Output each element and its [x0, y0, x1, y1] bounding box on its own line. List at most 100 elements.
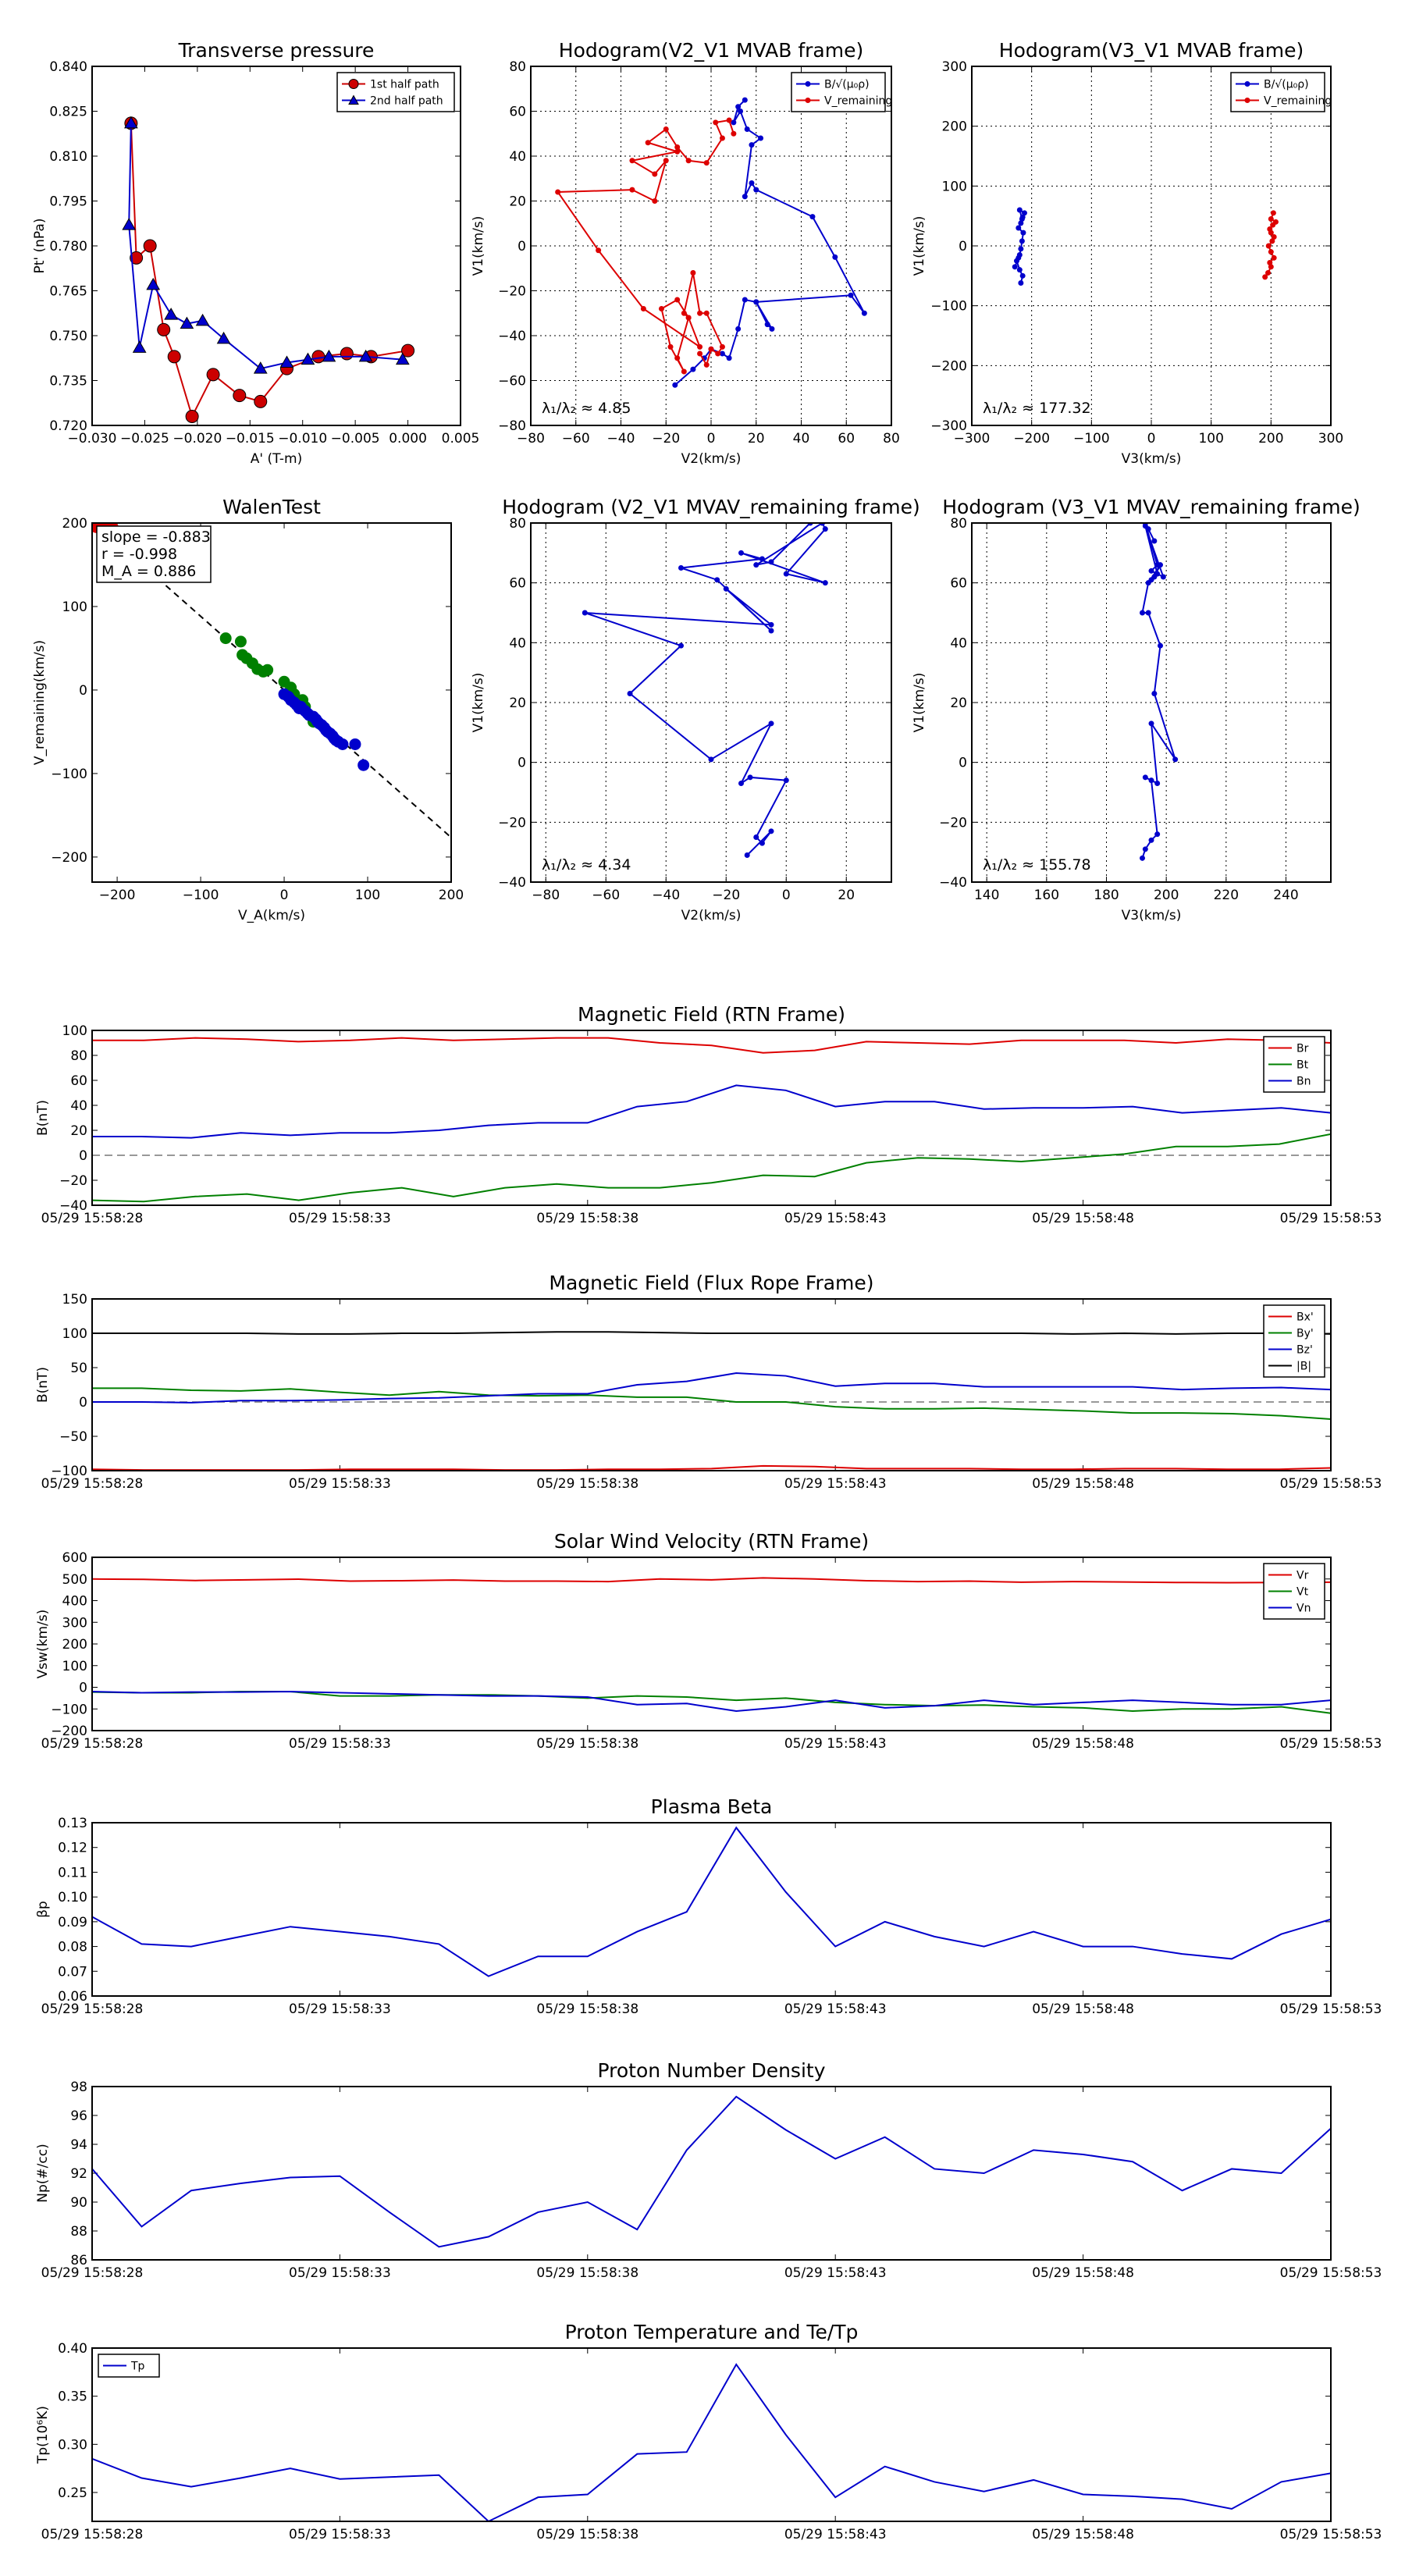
data-point — [764, 322, 770, 328]
y-tick-label: −40 — [939, 875, 967, 891]
data-point — [357, 759, 370, 771]
y-tick-label: 86 — [70, 2253, 87, 2268]
data-point — [759, 840, 765, 846]
x-tick-label: 0 — [280, 888, 289, 903]
data-point — [744, 126, 750, 132]
x-tick-label: 20 — [748, 431, 765, 447]
y-tick-label: 600 — [62, 1550, 87, 1566]
data-point — [685, 158, 692, 164]
x-tick-label: 05/29 15:58:28 — [41, 1736, 144, 1752]
legend-label: V_remaining — [824, 95, 892, 108]
data-point — [726, 355, 732, 361]
series-line-Br — [92, 1037, 1331, 1054]
x-tick-label: −20 — [652, 431, 680, 447]
data-point — [1016, 207, 1023, 213]
data-point — [678, 565, 684, 571]
x-tick-label: 220 — [1214, 888, 1239, 903]
y-tick-label: 60 — [950, 576, 967, 592]
data-point — [206, 368, 220, 382]
y-tick-label: 0.12 — [58, 1841, 87, 1856]
x-tick-label: 05/29 15:58:53 — [1280, 2265, 1382, 2281]
x-tick-label: 60 — [838, 431, 855, 447]
data-point — [714, 577, 720, 583]
x-tick-label: 05/29 15:58:38 — [536, 2527, 638, 2542]
series-line-Tp — [92, 2363, 1331, 2521]
x-tick-label: −60 — [562, 431, 590, 447]
plot-frame — [91, 2086, 1332, 2261]
data-point — [254, 394, 268, 408]
data-point — [822, 526, 828, 532]
legend-label: Vr — [1297, 1570, 1309, 1582]
data-point — [279, 355, 294, 368]
data-point — [1019, 216, 1025, 222]
data-point — [769, 326, 775, 332]
y-axis-label: Pt' (nPa) — [32, 219, 48, 274]
y-tick-label: 0 — [959, 756, 967, 771]
data-point — [744, 852, 750, 858]
x-tick-label: 100 — [355, 888, 380, 903]
data-point — [768, 559, 774, 565]
data-point — [395, 352, 410, 365]
x-axis-label: A' (T-m) — [251, 451, 303, 467]
data-point — [401, 343, 415, 358]
data-point — [681, 368, 687, 375]
data-point — [1018, 220, 1024, 226]
data-point — [719, 343, 725, 350]
x-tick-label: 05/29 15:58:53 — [1280, 2527, 1382, 2542]
series-line-Vn — [92, 1691, 1331, 1713]
y-tick-label: 20 — [509, 194, 526, 210]
y-tick-label: 40 — [70, 1098, 87, 1114]
chart-h3: Hodogram (V2_V1 MVAV_remaining frame) −80… — [471, 496, 920, 923]
data-point — [768, 628, 774, 634]
y-axis-label: V_remaining(km/s) — [32, 640, 48, 765]
x-tick-label: 05/29 15:58:48 — [1032, 1211, 1134, 1226]
plot-area — [92, 2095, 1331, 2248]
y-tick-label: 0.06 — [58, 1989, 87, 2005]
chart-tp: Transverse pressure−0.030 −0.025 −0.020 −0.… — [32, 39, 479, 467]
legend-marker — [1244, 81, 1250, 87]
data-point — [340, 347, 354, 361]
data-point — [753, 834, 759, 840]
series-line-2nd half path — [128, 123, 403, 370]
data-point — [1018, 280, 1024, 286]
x-tick-label: −0.015 — [226, 431, 275, 447]
data-point — [697, 343, 703, 350]
data-point — [629, 158, 635, 164]
data-point — [822, 580, 828, 586]
y-tick-label: 0.40 — [58, 2341, 87, 2357]
data-point — [185, 410, 199, 423]
data-point — [1154, 831, 1161, 838]
data-point — [122, 218, 137, 230]
x-tick-label: 0 — [782, 888, 791, 903]
y-tick-label: 0.10 — [58, 1890, 87, 1905]
y-tick-label: 0.09 — [58, 1915, 87, 1930]
data-point — [1265, 270, 1271, 276]
data-point — [667, 343, 674, 350]
data-point — [1140, 855, 1145, 861]
legend-label: V_remaining — [1264, 95, 1332, 108]
x-tick-label: −40 — [607, 431, 635, 447]
annotation-text: λ₁/λ₂ ≈ 4.34 — [542, 856, 631, 873]
plot-frame — [91, 2347, 1332, 2522]
x-tick-label: 05/29 15:58:28 — [41, 2265, 144, 2281]
data-point — [753, 299, 759, 305]
x-tick-label: 0 — [1147, 431, 1156, 447]
y-tick-label: 0 — [79, 1148, 87, 1164]
data-point — [674, 297, 681, 303]
series-line-B — [584, 523, 827, 856]
x-tick-label: 05/29 15:58:38 — [536, 2001, 638, 2017]
data-point — [652, 198, 658, 204]
y-tick-label: −40 — [59, 1198, 87, 1214]
data-point — [708, 346, 714, 352]
x-tick-label: 05/29 15:58:38 — [536, 1736, 638, 1752]
y-tick-label: 92 — [70, 2166, 87, 2182]
x-tick-label: 05/29 15:58:33 — [289, 2001, 391, 2017]
data-point — [301, 352, 315, 365]
x-tick-label: −80 — [517, 431, 545, 447]
data-point — [1140, 610, 1145, 616]
x-tick-label: 05/29 15:58:38 — [536, 2265, 638, 2281]
chart-title: Proton Temperature and Te/Tp — [565, 2321, 859, 2343]
x-tick-label: 05/29 15:58:28 — [41, 1476, 144, 1492]
data-point — [1265, 243, 1272, 249]
chart-title: Solar Wind Velocity (RTN Frame) — [554, 1530, 869, 1553]
